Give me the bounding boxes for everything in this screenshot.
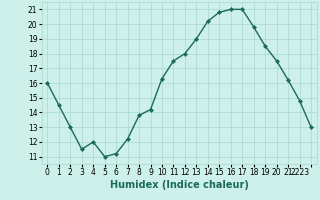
X-axis label: Humidex (Indice chaleur): Humidex (Indice chaleur) [110, 180, 249, 190]
